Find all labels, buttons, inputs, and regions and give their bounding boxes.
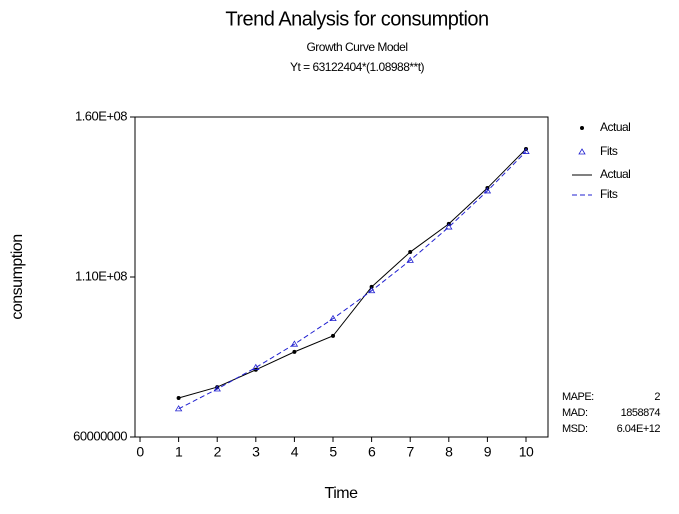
data-point [445, 223, 453, 230]
data-point [522, 147, 530, 154]
legend-label: Fits [600, 187, 618, 201]
data-point [483, 187, 492, 194]
data-point [213, 385, 221, 392]
data-point [331, 333, 336, 338]
x-tick-label: 1 [175, 444, 183, 460]
x-tick-label: 5 [329, 444, 337, 460]
data-point [290, 340, 299, 347]
stat-value: 2 [654, 391, 660, 403]
x-tick-label: 8 [445, 444, 453, 460]
stat-value: 1858874 [621, 407, 661, 419]
data-point [369, 284, 374, 289]
legend-symbol [578, 148, 586, 155]
y-tick-label: 60000000 [73, 428, 127, 443]
data-point [292, 349, 297, 354]
chart-title: Trend Analysis for consumption [225, 8, 488, 30]
data-point [176, 395, 181, 400]
x-tick-label: 0 [136, 444, 144, 460]
series-line [178, 151, 527, 410]
y-tick-label: 1.10E+08 [75, 268, 127, 283]
legend-symbol [580, 126, 584, 130]
y-axis-label: consumption [9, 234, 26, 319]
stat-label: MSD: [562, 423, 588, 435]
x-tick-label: 4 [291, 444, 299, 460]
legend-label: Actual [600, 120, 630, 134]
y-tick-label: 1.60E+08 [75, 108, 127, 123]
x-tick-label: 3 [252, 444, 260, 460]
data-point [174, 405, 183, 412]
x-axis-label: Time [325, 485, 359, 502]
subtitle: Growth Curve Model [306, 40, 407, 54]
equation: Yt = 63122404*(1.08988**t) [290, 60, 425, 74]
legend-label: Fits [600, 144, 618, 158]
data-point [408, 250, 413, 255]
stat-value: 6.04E+12 [617, 423, 661, 435]
x-tick-label: 7 [407, 444, 415, 460]
x-tick-label: 2 [214, 444, 222, 460]
x-tick-label: 9 [484, 444, 492, 460]
stat-label: MAD: [562, 407, 588, 419]
stat-label: MAPE: [562, 391, 594, 403]
legend-label: Actual [600, 167, 630, 181]
data-point [406, 256, 414, 263]
data-point [252, 363, 260, 370]
data-point [367, 286, 376, 294]
x-tick-label: 10 [519, 444, 534, 460]
x-tick-label: 6 [368, 444, 376, 460]
data-point [329, 314, 337, 321]
